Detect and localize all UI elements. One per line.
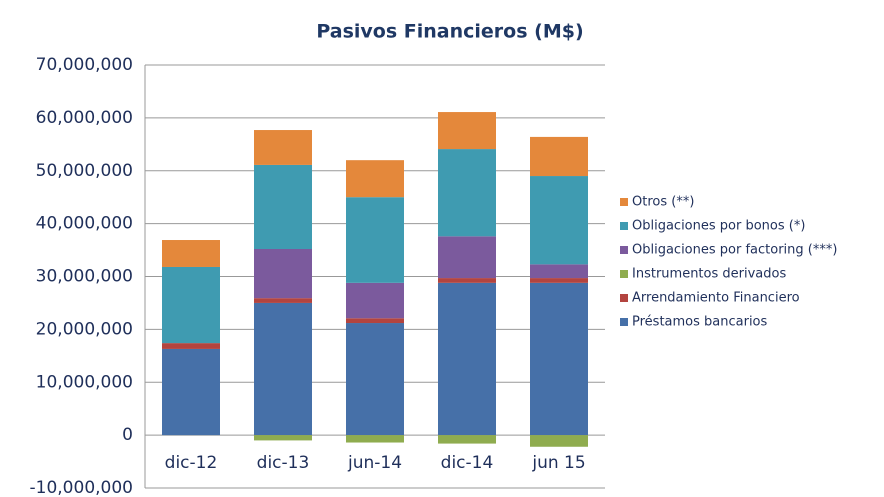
legend-swatch xyxy=(620,246,628,254)
legend-swatch xyxy=(620,318,628,326)
legend-label: Otros (**) xyxy=(632,195,694,210)
legend-label: Préstamos bancarios xyxy=(632,315,768,330)
chart-title: Pasivos Financieros (M$) xyxy=(316,21,583,43)
bar-segment xyxy=(346,323,404,436)
y-tick-label: 70,000,000 xyxy=(36,55,133,75)
legend-swatch xyxy=(620,270,628,278)
bar-segment xyxy=(254,249,312,299)
x-tick-label: jun-14 xyxy=(347,453,402,473)
y-tick-label: 50,000,000 xyxy=(36,161,133,181)
bar-segment xyxy=(162,348,220,436)
bar-segment xyxy=(254,298,312,303)
y-tick-label: 40,000,000 xyxy=(36,214,133,234)
y-tick-label: -10,000,000 xyxy=(30,478,133,497)
bar-segment xyxy=(254,435,312,441)
bar-segment xyxy=(346,197,404,283)
bar-segment xyxy=(254,130,312,165)
legend-label: Obligaciones por factoring (***) xyxy=(632,243,837,258)
bar-segment xyxy=(438,236,496,279)
bar-segment xyxy=(346,282,404,319)
y-tick-label: 20,000,000 xyxy=(36,319,133,339)
bar-segment xyxy=(438,282,496,436)
x-tick-label: dic-14 xyxy=(441,453,494,473)
bar-segment xyxy=(530,282,588,436)
bar-segment xyxy=(530,435,588,447)
bar-segment xyxy=(530,264,588,279)
legend-label: Arrendamiento Financiero xyxy=(632,291,800,306)
bar-segment xyxy=(162,343,220,349)
bar-segment xyxy=(162,266,220,344)
x-tick-label: dic-13 xyxy=(257,453,310,473)
y-tick-label: 60,000,000 xyxy=(36,108,133,128)
bar-segment xyxy=(530,176,588,265)
bar-segment xyxy=(438,278,496,283)
legend-swatch xyxy=(620,294,628,302)
legend-swatch xyxy=(620,198,628,206)
x-tick-label: jun 15 xyxy=(531,453,585,473)
legend-label: Instrumentos derivados xyxy=(632,267,786,282)
y-tick-label: 30,000,000 xyxy=(36,267,133,287)
bar-segment xyxy=(438,149,496,237)
bar-segment xyxy=(438,435,496,444)
x-tick-label: dic-12 xyxy=(165,453,218,473)
bar-segment xyxy=(346,435,404,443)
bar-segment xyxy=(530,278,588,283)
y-tick-label: 0 xyxy=(122,425,133,445)
bar-segment xyxy=(162,240,220,267)
bar-segment xyxy=(346,318,404,324)
bar-segment xyxy=(530,136,588,177)
bar-segment xyxy=(438,112,496,150)
bar-segment xyxy=(346,160,404,198)
bar-segment xyxy=(254,302,312,436)
legend-swatch xyxy=(620,222,628,230)
legend-label: Obligaciones por bonos (*) xyxy=(632,219,805,234)
y-tick-label: 10,000,000 xyxy=(36,372,133,392)
bar-segment xyxy=(254,164,312,250)
